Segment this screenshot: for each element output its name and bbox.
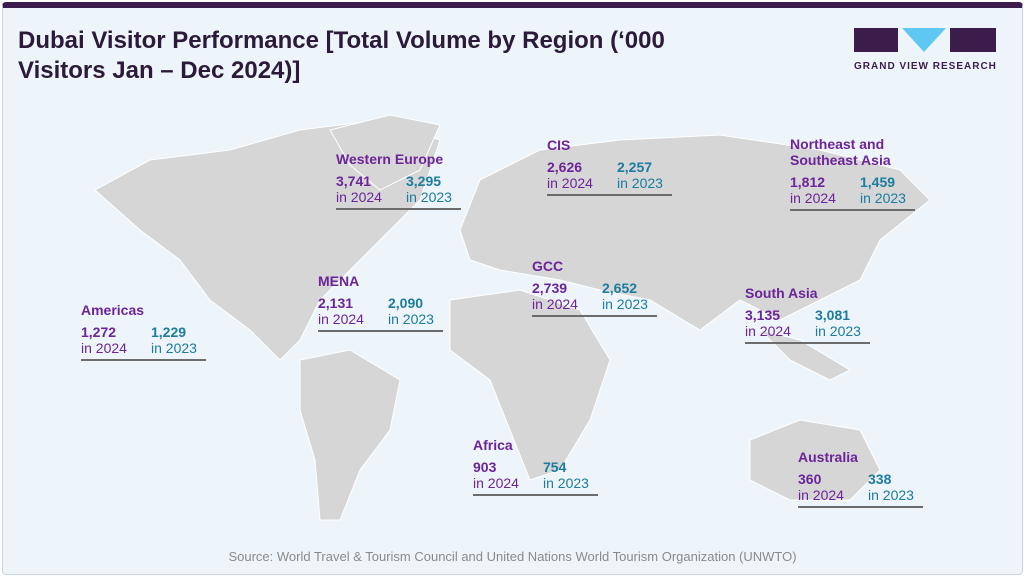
source-note: Source: World Travel & Tourism Council a… bbox=[228, 549, 797, 564]
australia bbox=[749, 419, 881, 501]
divider bbox=[790, 209, 915, 211]
region-name: Australia bbox=[798, 449, 858, 465]
label-2023: in 2023 bbox=[151, 340, 197, 356]
region-americas: Americas 1,272 in 2024 1,229 in 2023 bbox=[81, 302, 209, 361]
south-america bbox=[299, 349, 401, 521]
label-2023: in 2023 bbox=[388, 311, 434, 327]
label-2024: in 2024 bbox=[790, 190, 836, 206]
region-name: Africa bbox=[473, 437, 513, 453]
value-2023: 754 bbox=[543, 459, 567, 475]
value-2024: 1,812 bbox=[790, 174, 826, 190]
value-2023: 2,652 bbox=[602, 280, 638, 296]
value-2024: 1,272 bbox=[81, 324, 117, 340]
europe-asia bbox=[459, 134, 931, 331]
region-name: South Asia bbox=[745, 285, 818, 301]
value-2023: 1,459 bbox=[860, 174, 896, 190]
label-2024: in 2024 bbox=[473, 475, 519, 491]
value-2024: 360 bbox=[798, 471, 822, 487]
region-mena: MENA 2,131 in 2024 2,090 in 2023 bbox=[318, 273, 446, 332]
region-australia: Australia 360 in 2024 338 in 2023 bbox=[798, 449, 926, 508]
region-south-asia: South Asia 3,135 in 2024 3,081 in 2023 bbox=[745, 285, 873, 344]
label-2023: in 2023 bbox=[543, 475, 589, 491]
value-2023: 338 bbox=[868, 471, 892, 487]
value-2023: 2,257 bbox=[617, 159, 653, 175]
label-2024: in 2024 bbox=[745, 323, 791, 339]
value-2024: 2,739 bbox=[532, 280, 568, 296]
divider bbox=[81, 359, 206, 361]
divider bbox=[547, 194, 672, 196]
label-2023: in 2023 bbox=[860, 190, 906, 206]
label-2023: in 2023 bbox=[602, 296, 648, 312]
value-2024: 3,135 bbox=[745, 307, 781, 323]
region-name: GCC bbox=[532, 258, 564, 274]
region-cis: CIS 2,626 in 2024 2,257 in 2023 bbox=[547, 137, 675, 196]
value-2024: 2,626 bbox=[547, 159, 583, 175]
grand-view-research-logo: GRAND VIEW RESEARCH bbox=[854, 28, 998, 72]
label-2023: in 2023 bbox=[868, 487, 914, 503]
divider bbox=[798, 506, 923, 508]
region-name: CIS bbox=[547, 137, 571, 153]
label-2023: in 2023 bbox=[815, 323, 861, 339]
logo-text: GRAND VIEW RESEARCH bbox=[854, 61, 997, 72]
divider bbox=[532, 315, 657, 317]
label-2024: in 2024 bbox=[798, 487, 844, 503]
north-america bbox=[94, 119, 441, 361]
label-2024: in 2024 bbox=[532, 296, 578, 312]
region-name: Western Europe bbox=[336, 151, 444, 167]
divider bbox=[318, 330, 443, 332]
label-2023: in 2023 bbox=[406, 189, 452, 205]
region-name: Americas bbox=[81, 302, 145, 318]
value-2023: 1,229 bbox=[151, 324, 187, 340]
label-2024: in 2024 bbox=[547, 175, 593, 191]
label-2024: in 2024 bbox=[81, 340, 127, 356]
divider bbox=[745, 342, 870, 344]
value-2024: 903 bbox=[473, 459, 497, 475]
value-2024: 3,741 bbox=[336, 173, 372, 189]
divider bbox=[336, 208, 461, 210]
divider bbox=[473, 494, 598, 496]
value-2023: 3,295 bbox=[406, 173, 442, 189]
region-western-europe: Western Europe 3,741 in 2024 3,295 in 2023 bbox=[336, 151, 464, 210]
value-2024: 2,131 bbox=[318, 295, 354, 311]
region-africa: Africa 903 in 2024 754 in 2023 bbox=[473, 437, 601, 496]
africa bbox=[449, 289, 611, 481]
region-northeast-and-southeast-asia: Northeast and Southeast Asia 1,812 in 202… bbox=[790, 136, 920, 211]
greenland bbox=[329, 114, 441, 191]
label-2024: in 2024 bbox=[336, 189, 382, 205]
logo-icon bbox=[854, 28, 996, 52]
label-2023: in 2023 bbox=[617, 175, 663, 191]
region-gcc: GCC 2,739 in 2024 2,652 in 2023 bbox=[532, 258, 660, 317]
value-2023: 3,081 bbox=[815, 307, 851, 323]
label-2024: in 2024 bbox=[318, 311, 364, 327]
page-title: Dubai Visitor Performance [Total Volume … bbox=[18, 27, 665, 84]
region-name: Northeast and Southeast Asia bbox=[790, 136, 891, 168]
value-2023: 2,090 bbox=[388, 295, 424, 311]
region-name: MENA bbox=[318, 273, 360, 289]
